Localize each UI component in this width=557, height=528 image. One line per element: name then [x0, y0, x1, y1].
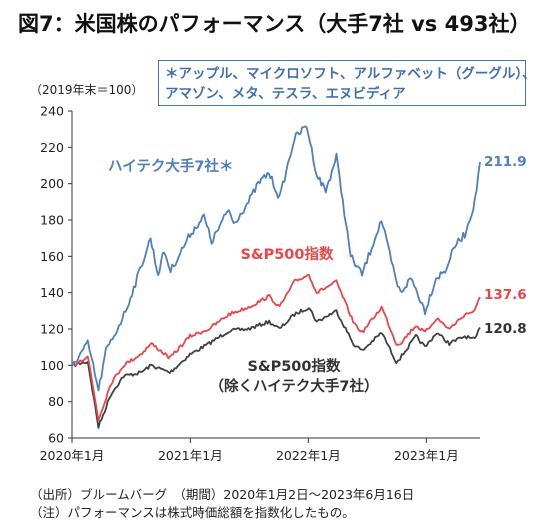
note-line-2: アマゾン、メタ、テスラ、エヌビディア [165, 86, 406, 102]
y-tick-label-140: 140 [40, 285, 64, 300]
y-tick-label-240: 240 [40, 104, 64, 119]
y-tick-label-100: 100 [40, 358, 64, 373]
y-tick-label-200: 200 [40, 176, 64, 191]
x-tick-label-3: 2023年1月 [394, 448, 459, 463]
series-line-1 [71, 274, 481, 422]
end-value-label-0: 211.9 [484, 154, 527, 170]
x-tick-label-2: 2022年1月 [276, 448, 341, 463]
chart-title: 図7：米国株のパフォーマンス（大手7社 vs 493社） [18, 12, 531, 36]
y-tick-label-160: 160 [40, 249, 64, 264]
end-value-label-2: 120.8 [484, 321, 527, 337]
series-layer [71, 125, 481, 429]
y-tick-label-180: 180 [40, 213, 64, 228]
series-annotation-0: ハイテク大手7社＊ [108, 157, 234, 175]
x-tick-label-1: 2021年1月 [158, 448, 223, 463]
series-annotation-1: S&P500指数 [241, 245, 334, 263]
legend-note-box: ＊アップル、マイクロソフト、アルファベット（グーグル）、 アマゾン、メタ、テスラ… [158, 60, 536, 106]
end-value-label-1: 137.6 [484, 287, 527, 303]
y-tick-label-220: 220 [40, 140, 64, 155]
labels-layer: 211.9 137.6 120.8 ハイテク大手7社＊ S&P500指数 S&P500指数… [108, 154, 527, 395]
y-tick-label-120: 120 [40, 322, 64, 337]
series-annotation-2: S&P500指数 [248, 357, 341, 375]
y-tick-label-80: 80 [48, 394, 64, 409]
x-tick-label-0: 2020年1月 [40, 448, 105, 463]
note-line-1: ＊アップル、マイクロソフト、アルファベット（グーグル）、 [165, 66, 536, 82]
y-unit-label: （2019年末＝100） [30, 83, 144, 97]
axes: 60 80 100 120 140 160 180 200 220 240 2020年1月 2021年… [40, 104, 480, 463]
footer-note: （注）パフォーマンスは株式時価総額を指数化したもの。 [30, 505, 355, 520]
series-annotation-3: （除くハイテク大手7社） [209, 377, 378, 395]
footer-source: （出所）ブルームバーグ （期間）2020年1月2日～2023年6月16日 [30, 487, 415, 502]
series-line-0 [71, 125, 481, 392]
y-tick-label-60: 60 [48, 431, 64, 446]
series-line-2 [71, 307, 481, 429]
